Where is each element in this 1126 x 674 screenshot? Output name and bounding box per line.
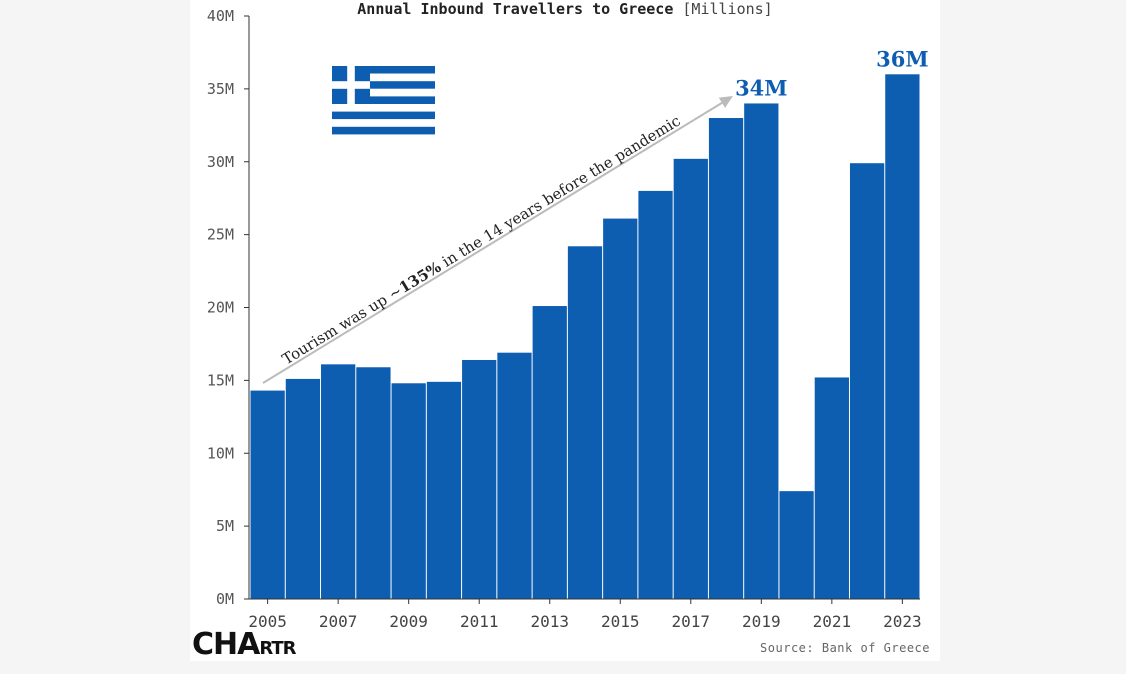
bar-2007 (321, 364, 356, 599)
y-tick-label: 25M (207, 226, 234, 244)
bar-2006 (285, 378, 321, 599)
bars-group (250, 74, 920, 600)
x-tick-label: 2017 (672, 612, 711, 631)
y-tick-label: 0M (216, 590, 234, 608)
value-label: 34M (735, 75, 787, 100)
y-tick-label: 15M (207, 371, 234, 389)
bar-2020 (779, 491, 814, 599)
trend-arrow-head (718, 96, 733, 108)
trend-arrow (262, 96, 733, 384)
x-axis: 2005 2007 2009 2011 2013 2015 2017 2019 2021 2023 (248, 598, 922, 631)
y-axis: 0M 5M 10M 15M 20M 25M 30M 35M 40M (207, 7, 250, 608)
bar-2016 (638, 190, 673, 599)
bar-2017 (673, 158, 708, 599)
x-tick-label: 2023 (883, 612, 922, 631)
bar-2015 (603, 218, 638, 599)
bar-2022 (849, 163, 885, 599)
bar-2011 (462, 359, 497, 599)
y-tick-label: 40M (207, 7, 234, 25)
bar-2005 (250, 390, 285, 599)
bar-2014 (567, 246, 603, 599)
y-tick-label: 10M (207, 444, 234, 462)
bar-2008 (356, 367, 391, 599)
y-tick-label: 30M (207, 153, 234, 171)
chart-title: Annual Inbound Travellers to Greece (357, 0, 674, 18)
bar-2009 (391, 383, 426, 599)
bar-2010 (426, 381, 462, 599)
chartr-logo: CHARTR (192, 627, 297, 662)
chart-title-block: Annual Inbound Travellers to Greece [Mil… (190, 0, 940, 18)
bar-2023 (885, 74, 920, 600)
x-tick-label: 2021 (813, 612, 852, 631)
y-tick-label: 5M (216, 517, 234, 535)
y-tick-label: 35M (207, 80, 234, 98)
bar-2019 (744, 103, 779, 599)
value-label: 36M (876, 46, 928, 71)
value-labels: 34M 36M (735, 46, 929, 100)
y-tick-label: 20M (207, 299, 234, 317)
x-tick-label: 2011 (460, 612, 499, 631)
x-tick-label: 2019 (742, 612, 781, 631)
x-tick-label: 2015 (601, 612, 640, 631)
x-tick-label: 2009 (389, 612, 428, 631)
x-tick-label: 2013 (530, 612, 569, 631)
x-tick-label: 2007 (319, 612, 358, 631)
logo-small-text: RTR (259, 638, 296, 659)
greek-flag-icon (332, 66, 435, 135)
x-tick-label: 2005 (248, 612, 287, 631)
bar-2018 (708, 118, 744, 600)
bar-2013 (532, 306, 567, 599)
bar-2012 (497, 352, 532, 599)
logo-big-text: CHA (192, 627, 260, 662)
bar-2021 (814, 377, 849, 599)
source-note: Source: Bank of Greece (760, 641, 930, 655)
chart-title-unit: [Millions] (682, 0, 773, 18)
trend-arrow-line (262, 100, 726, 384)
